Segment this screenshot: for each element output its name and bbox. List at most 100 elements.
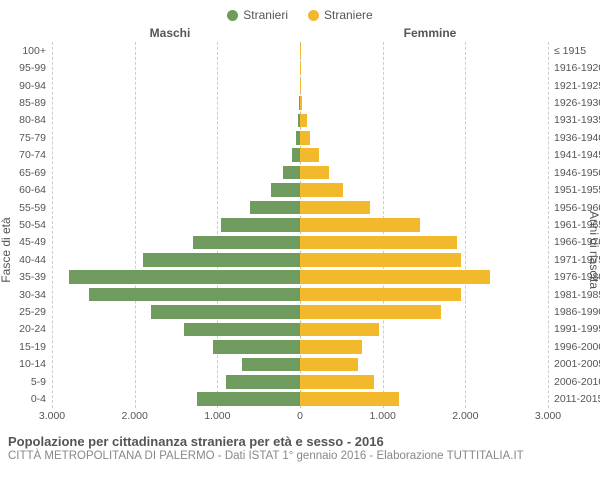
age-row: 95-991916-1920 [52, 59, 548, 76]
female-bar [300, 236, 457, 250]
header-female: Femmine [300, 26, 600, 40]
age-label: 30-34 [19, 289, 52, 301]
male-bar [89, 288, 300, 302]
age-label: 55-59 [19, 202, 52, 214]
legend-male-label: Stranieri [243, 8, 288, 22]
age-row: 35-391976-1980 [52, 268, 548, 285]
birth-year-label: 1931-1935 [548, 114, 600, 126]
female-half [300, 181, 548, 198]
header-male: Maschi [0, 26, 300, 40]
x-tick-label: 2.000 [122, 410, 148, 422]
age-row: 30-341981-1985 [52, 286, 548, 303]
female-half [300, 286, 548, 303]
female-bar [300, 218, 420, 232]
male-half [52, 268, 300, 285]
chart-title: Popolazione per cittadinanza straniera p… [0, 428, 600, 449]
birth-year-label: 2011-2015 [548, 393, 600, 405]
female-half [300, 234, 548, 251]
female-half [300, 59, 548, 76]
age-label: 45-49 [19, 236, 52, 248]
x-tick-label: 1.000 [370, 410, 396, 422]
birth-year-label: 1976-1980 [548, 271, 600, 283]
female-half [300, 303, 548, 320]
birth-year-label: 1926-1930 [548, 97, 600, 109]
birth-year-label: 1951-1955 [548, 184, 600, 196]
male-half [52, 181, 300, 198]
age-label: 60-64 [19, 184, 52, 196]
birth-year-label: 2001-2005 [548, 358, 600, 370]
birth-year-label: 1986-1990 [548, 306, 600, 318]
age-label: 90-94 [19, 80, 52, 92]
male-bar [271, 183, 300, 197]
male-half [52, 42, 300, 59]
age-label: 40-44 [19, 254, 52, 266]
age-row: 45-491966-1970 [52, 234, 548, 251]
female-half [300, 338, 548, 355]
male-bar [151, 305, 300, 319]
x-tick-label: 3.000 [39, 410, 65, 422]
age-row: 0-42011-2015 [52, 390, 548, 407]
female-bar [300, 61, 301, 75]
female-bar [300, 79, 301, 93]
age-row: 15-191996-2000 [52, 338, 548, 355]
female-bar [300, 288, 461, 302]
x-axis: 3.0002.0001.00001.0002.0003.000 [52, 408, 548, 428]
male-half [52, 338, 300, 355]
age-row: 25-291986-1990 [52, 303, 548, 320]
age-row: 90-941921-1925 [52, 77, 548, 94]
female-bar [300, 166, 329, 180]
female-half [300, 77, 548, 94]
female-bar [300, 358, 358, 372]
male-bar [283, 166, 300, 180]
female-half [300, 373, 548, 390]
x-tick-label: 0 [297, 410, 303, 422]
male-bar [242, 358, 300, 372]
birth-year-label: 1916-1920 [548, 62, 600, 74]
female-half [300, 164, 548, 181]
age-label: 50-54 [19, 219, 52, 231]
age-row: 20-241991-1995 [52, 321, 548, 338]
female-half [300, 321, 548, 338]
column-headers: Maschi Femmine [0, 26, 600, 40]
male-bar [197, 392, 300, 406]
female-half [300, 356, 548, 373]
age-row: 40-441971-1975 [52, 251, 548, 268]
female-bar [300, 270, 490, 284]
male-half [52, 251, 300, 268]
age-label: 85-89 [19, 97, 52, 109]
male-half [52, 77, 300, 94]
age-label: 65-69 [19, 167, 52, 179]
age-row: 70-741941-1945 [52, 147, 548, 164]
female-bar [300, 114, 307, 128]
male-bar [226, 375, 300, 389]
male-half [52, 303, 300, 320]
age-row: 55-591956-1960 [52, 199, 548, 216]
bar-rows: 100+≤ 191595-991916-192090-941921-192585… [52, 42, 548, 408]
male-half [52, 164, 300, 181]
birth-year-label: ≤ 1915 [548, 45, 586, 57]
male-half [52, 286, 300, 303]
female-half [300, 390, 548, 407]
legend-female-dot [308, 10, 319, 21]
birth-year-label: 1936-1940 [548, 132, 600, 144]
age-row: 5-92006-2010 [52, 373, 548, 390]
birth-year-label: 1981-1985 [548, 289, 600, 301]
female-half [300, 42, 548, 59]
male-bar [193, 236, 300, 250]
female-bar [300, 305, 441, 319]
male-bar [184, 323, 300, 337]
male-half [52, 147, 300, 164]
male-half [52, 321, 300, 338]
age-label: 70-74 [19, 149, 52, 161]
female-half [300, 251, 548, 268]
age-row: 100+≤ 1915 [52, 42, 548, 59]
age-row: 10-142001-2005 [52, 356, 548, 373]
female-bar [300, 392, 399, 406]
age-row: 80-841931-1935 [52, 112, 548, 129]
x-tick-label: 1.000 [204, 410, 230, 422]
male-half [52, 94, 300, 111]
male-half [52, 216, 300, 233]
male-bar [143, 253, 300, 267]
legend-female-label: Straniere [324, 8, 373, 22]
legend-male: Stranieri [227, 8, 288, 22]
